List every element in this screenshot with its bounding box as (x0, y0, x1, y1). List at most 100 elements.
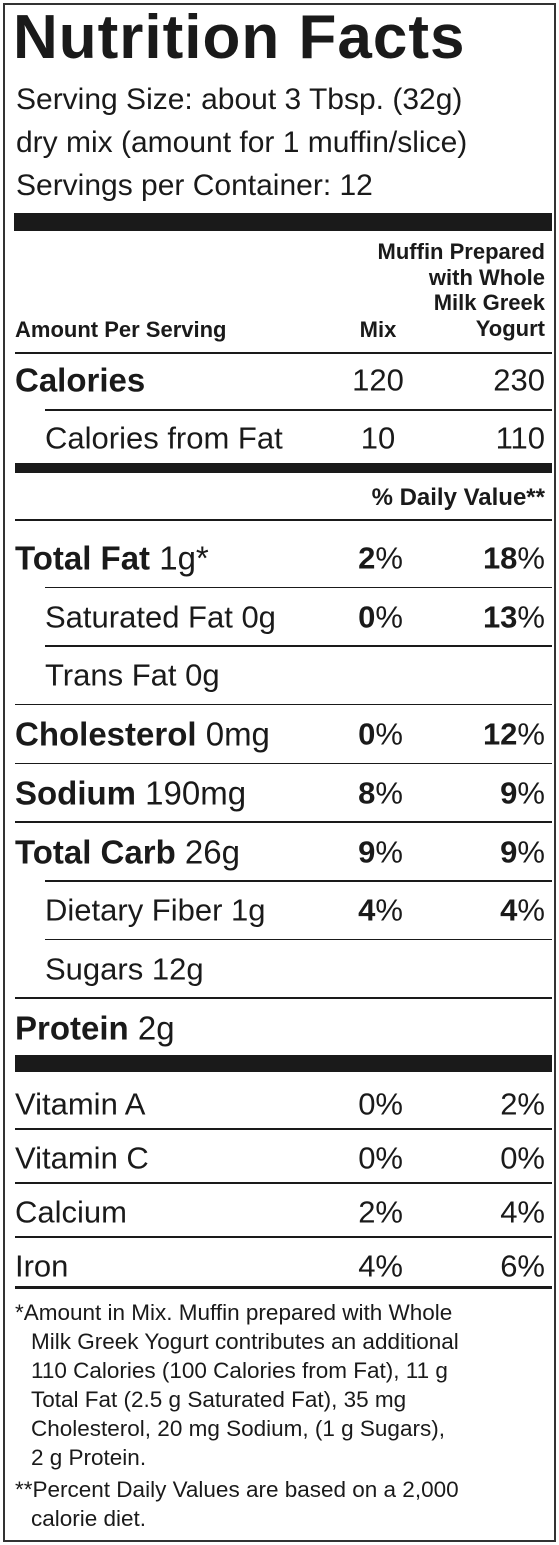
percent-value: 18 (482, 540, 518, 576)
rule (15, 352, 552, 354)
percent-unit: % (517, 540, 545, 576)
percent-value: 2 (358, 540, 376, 576)
vitamin-value: 4% (358, 1248, 403, 1284)
thick-rule (15, 1055, 552, 1072)
footnote: 2 g Protein. (31, 1444, 147, 1470)
rule (15, 997, 552, 999)
rule (15, 762, 552, 765)
rule (15, 1286, 552, 1289)
percent: 9% (358, 836, 403, 867)
nutrient-name: Total Fat (15, 539, 151, 577)
percent-value: 9 (500, 775, 518, 811)
thick-rule (15, 463, 552, 473)
vitamin-name: Vitamin A (15, 1086, 146, 1122)
column-header: Milk Greek (433, 290, 545, 315)
sub-nutrient: Trans Fat 0g (45, 657, 220, 693)
value: 10 (360, 420, 396, 456)
nutrient-name: Protein (15, 1009, 129, 1047)
vitamin-value: 0% (358, 1140, 403, 1176)
rule (45, 409, 552, 411)
percent-value: 9 (500, 834, 518, 869)
rule (45, 880, 552, 882)
nutrient-amount: 1g* (159, 539, 209, 577)
rule (15, 1182, 552, 1184)
vitamin-name: Calcium (15, 1194, 127, 1230)
rule (45, 586, 552, 588)
footnote: calorie diet. (31, 1505, 147, 1531)
footnote: Cholesterol, 20 mg Sodium, (1 g Sugars), (31, 1415, 445, 1441)
percent: 0% (358, 719, 403, 750)
vitamin-value: 2% (500, 1086, 545, 1122)
vitamin-value: 4% (500, 1194, 545, 1230)
column-header: Amount Per Serving (15, 317, 227, 342)
vitamin-value: 2% (358, 1194, 403, 1230)
percent-unit: % (517, 716, 545, 752)
percent-unit: % (375, 834, 403, 869)
column-header: Yogurt (475, 315, 545, 341)
percent-unit: % (517, 834, 545, 869)
nutrient: Sodium 190mg (15, 776, 246, 809)
nutrient: Cholesterol 0mg (15, 718, 270, 751)
nutrient-name: Cholesterol (15, 715, 197, 753)
serving-line: dry mix (amount for 1 muffin/slice) (16, 126, 468, 159)
percent: 2% (358, 543, 403, 574)
footnote: Milk Greek Yogurt contributes an additio… (31, 1328, 459, 1354)
vitamin-name: Vitamin C (15, 1140, 149, 1176)
rule (15, 1128, 552, 1130)
percent: 13% (483, 601, 545, 632)
percent: 9% (500, 777, 545, 808)
sub-nutrient: Saturated Fat 0g (45, 599, 276, 635)
percent-unit: % (517, 599, 545, 635)
percent-value: 8 (358, 775, 376, 811)
nutrient-amount: 2g (137, 1009, 175, 1047)
percent-unit: % (375, 716, 403, 752)
percent-value: 12 (482, 716, 518, 752)
percent: 4% (500, 895, 545, 926)
calories-label: Calories from Fat (45, 420, 283, 456)
percent-unit: % (375, 892, 403, 928)
daily-value-header: % Daily Value** (371, 484, 545, 511)
nutrient: Protein 2g (15, 1011, 175, 1044)
nutrient-amount: 0mg (205, 715, 270, 753)
percent-unit: % (375, 599, 403, 635)
percent: 0% (358, 601, 403, 632)
rule (15, 1236, 552, 1238)
percent: 18% (483, 543, 545, 574)
percent: 4% (358, 895, 403, 926)
rule (15, 821, 552, 823)
footnote: **Percent Daily Values are based on a 2,… (15, 1476, 459, 1502)
sub-nutrient: Sugars 12g (45, 951, 204, 987)
rule (15, 703, 552, 706)
title: Nutrition Facts (13, 3, 466, 72)
vitamin-value: 0% (500, 1140, 545, 1176)
nutrient: Total Carb 26g (15, 835, 240, 868)
rule (45, 938, 552, 941)
value: 110 (495, 420, 545, 456)
rule (15, 519, 552, 521)
footnote: *Amount in Mix. Muffin prepared with Who… (15, 1299, 453, 1325)
footnote: 110 Calories (100 Calories from Fat), 11… (31, 1357, 448, 1383)
percent-unit: % (517, 775, 545, 811)
vitamin-value: 0% (358, 1086, 403, 1122)
sub-nutrient: Dietary Fiber 1g (45, 892, 266, 928)
calories-label: Calories (15, 361, 146, 399)
rule (45, 645, 552, 647)
serving-line: Servings per Container: 12 (16, 169, 373, 202)
percent: 12% (483, 719, 545, 750)
percent-unit: % (517, 892, 545, 928)
vitamin-name: Iron (15, 1248, 69, 1284)
percent-value: 0 (358, 599, 376, 635)
nutrient-name: Total Carb (15, 833, 176, 870)
percent-value: 4 (358, 892, 376, 928)
vitamin-value: 6% (500, 1248, 545, 1284)
value: 230 (493, 362, 545, 398)
value: 120 (352, 362, 404, 398)
serving-line: Serving Size: about 3 Tbsp. (32g) (16, 83, 463, 116)
percent-value: 13 (482, 599, 518, 635)
percent-unit: % (375, 540, 403, 576)
nutrient-amount: 190mg (145, 774, 247, 812)
percent-value: 4 (500, 892, 518, 928)
thick-rule (14, 213, 552, 231)
percent: 9% (500, 836, 545, 867)
